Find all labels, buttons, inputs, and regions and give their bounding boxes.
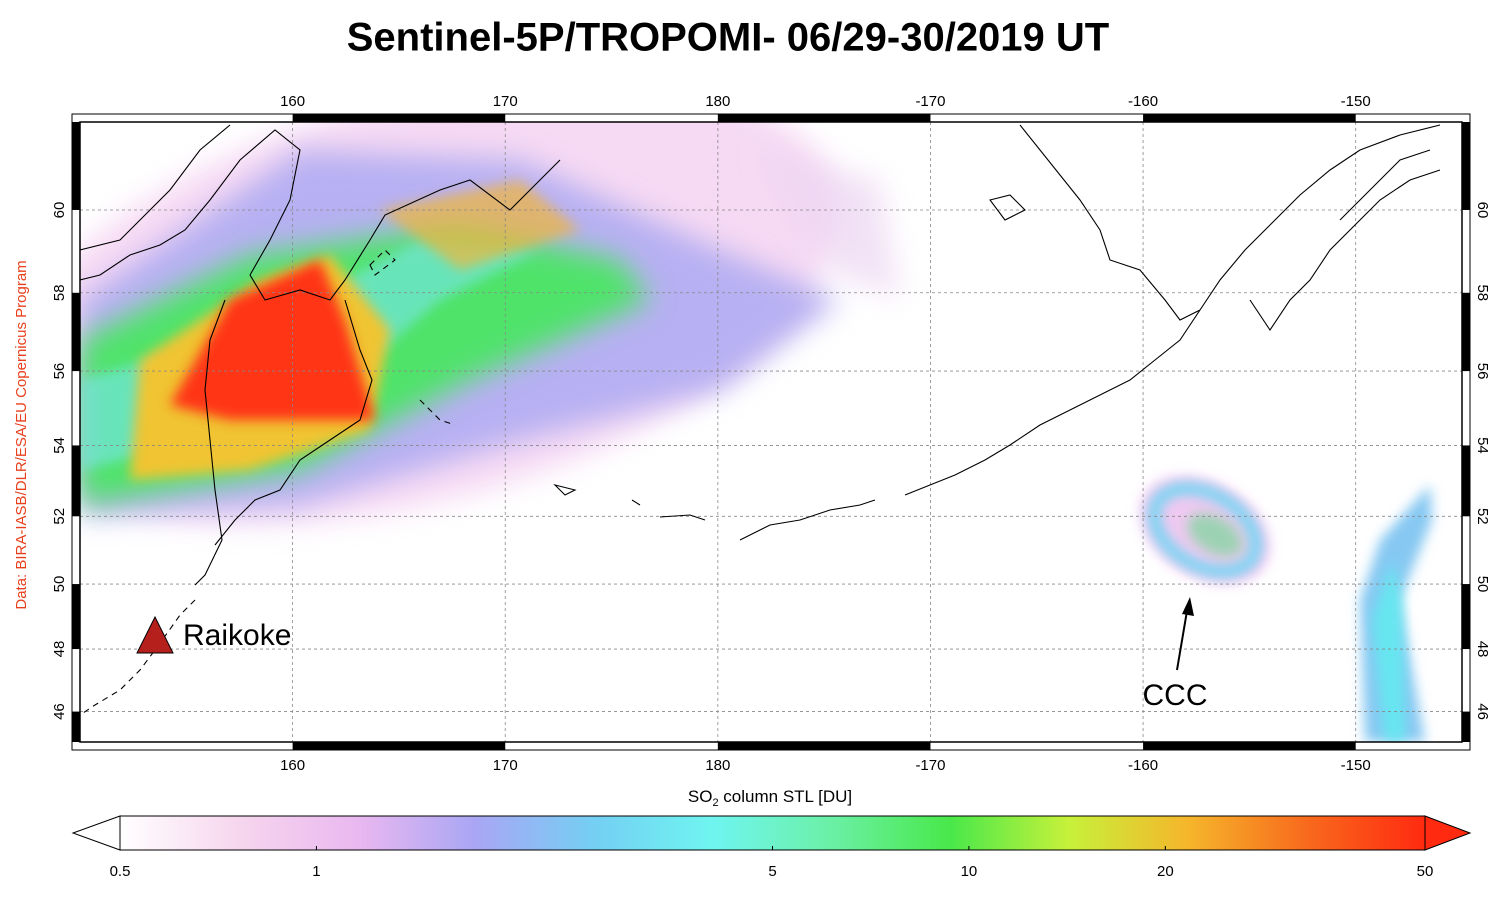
frame-block <box>292 742 506 750</box>
lat-tick-label: 46 <box>51 703 68 720</box>
lon-tick-label: 180 <box>705 93 730 110</box>
volcano-label: Raikoke <box>183 619 291 652</box>
colorbar-tick-label: 0.5 <box>110 863 131 880</box>
frame-block <box>1143 742 1356 750</box>
frame-block <box>1462 584 1470 650</box>
lat-tick-label: 56 <box>1474 363 1491 380</box>
frame-block <box>292 114 506 122</box>
lon-tick-label: -160 <box>1128 757 1158 774</box>
colorbar-label: SO2 column STL [DU] <box>688 787 852 808</box>
lon-tick-label: -160 <box>1128 93 1158 110</box>
label-sub: 2 <box>712 797 718 809</box>
ccc-arrow <box>1176 597 1194 671</box>
so2-field <box>80 122 1432 742</box>
colorbar-tick-label: 1 <box>312 863 320 880</box>
frame-block <box>1462 711 1470 742</box>
lon-tick-label: -170 <box>915 93 945 110</box>
credit: Data: BIRA-IASB/DLR/ESA/EU Copernicus Pr… <box>13 260 30 609</box>
lat-tick-label: 46 <box>1474 703 1491 720</box>
lon-tick-label: 180 <box>705 757 730 774</box>
frame-block <box>717 742 931 750</box>
coastlines <box>80 0 1480 716</box>
colorbar-tick-label: 5 <box>768 863 776 880</box>
colorbar: 0.5 1 5 10 20 50 <box>71 815 1472 880</box>
frame-block <box>1462 445 1470 517</box>
lat-tick-label: 50 <box>1474 576 1491 593</box>
lon-tick-label: 160 <box>280 93 305 110</box>
lat-tick-label: 58 <box>1474 284 1491 301</box>
frame-block <box>72 292 80 372</box>
frame-block <box>72 122 80 210</box>
lat-tick-label: 52 <box>1474 508 1491 525</box>
lat-tick-label: 50 <box>51 576 68 593</box>
cloud-label: CCC <box>1143 679 1208 712</box>
graticule <box>71 113 1471 751</box>
lon-tick-label: -150 <box>1341 93 1371 110</box>
label-main: SO <box>688 787 713 806</box>
frame-block <box>1462 292 1470 372</box>
lat-tick-label: 52 <box>51 508 68 525</box>
title: Sentinel-5P/TROPOMI- 06/29-30/2019 UT <box>347 16 1109 60</box>
colorbar-tick-label: 50 <box>1417 863 1434 880</box>
lon-tick-label: -150 <box>1341 757 1371 774</box>
frame-block <box>72 445 80 517</box>
frame-block <box>1143 114 1356 122</box>
lat-tick-label: 54 <box>1474 437 1491 454</box>
colorbar-ramp <box>119 815 1426 851</box>
lon-tick-label: 170 <box>493 757 518 774</box>
colorbar-tick-label: 10 <box>961 863 978 880</box>
colorbar-under <box>71 815 121 851</box>
map-frame <box>79 121 1463 743</box>
lat-tick-label: 54 <box>51 437 68 454</box>
lat-tick-label: 58 <box>51 284 68 301</box>
colorbar-tick-label: 20 <box>1157 863 1174 880</box>
lat-tick-label: 60 <box>1474 202 1491 219</box>
colorbar-over <box>1424 815 1472 851</box>
frame-block <box>717 114 931 122</box>
lon-tick-label: 160 <box>280 757 305 774</box>
lat-tick-label: 60 <box>51 202 68 219</box>
lat-tick-label: 56 <box>51 363 68 380</box>
frame-block <box>1462 122 1470 210</box>
lon-tick-label: 170 <box>493 93 518 110</box>
frame-outer <box>71 113 1471 751</box>
lat-tick-label: 48 <box>1474 641 1491 658</box>
frame-block <box>72 584 80 650</box>
label-rest: column STL [DU] <box>719 787 853 806</box>
raikoke-marker <box>136 615 174 654</box>
frame-block <box>72 711 80 742</box>
lat-tick-label: 48 <box>51 641 68 658</box>
lon-tick-label: -170 <box>915 757 945 774</box>
